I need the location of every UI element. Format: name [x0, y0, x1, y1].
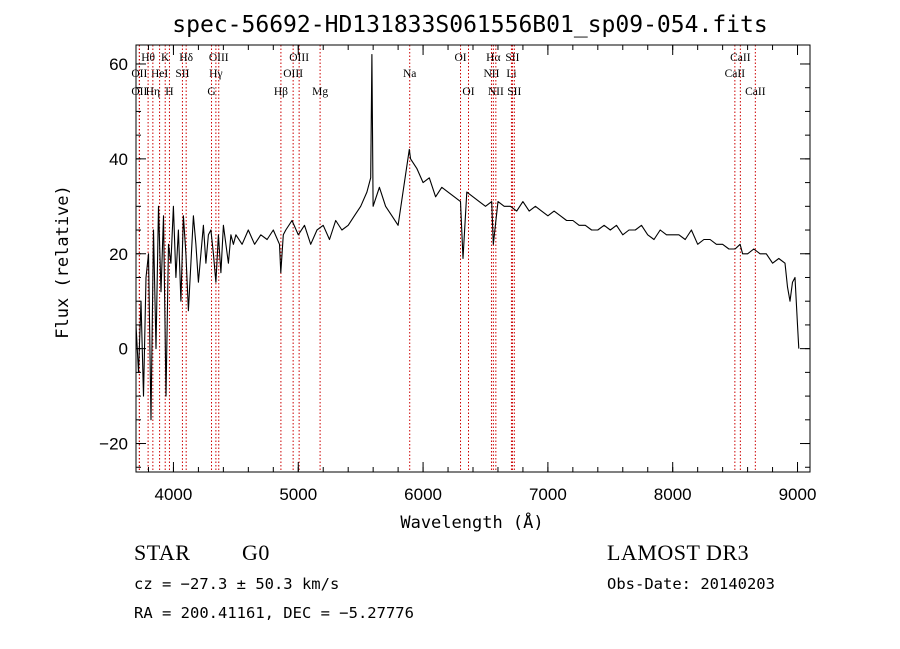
spectral-line-label: Mg	[312, 86, 328, 98]
y-tick-label: 40	[109, 150, 128, 169]
spectral-line-label: CaII	[730, 52, 751, 64]
spectrum-layer	[135, 53, 800, 421]
spectral-line-label: OI	[454, 52, 466, 64]
x-tick-label: 9000	[779, 485, 817, 504]
spectral-line-label: OIII	[283, 68, 303, 80]
y-tick-label: 0	[119, 340, 128, 359]
spectral-line-label: OII	[131, 86, 147, 98]
spectral-line-label: HeI	[151, 68, 168, 80]
y-tick-label: 20	[109, 245, 128, 264]
spectral-line-label: OIII	[289, 52, 309, 64]
spectral-line-label: CaII	[745, 86, 766, 98]
x-tick-label: 6000	[404, 485, 442, 504]
spectral-line-label: H	[165, 86, 173, 98]
spectral-line-label: NII	[488, 86, 504, 98]
x-tick-label: 4000	[155, 485, 193, 504]
spectral-line-label: Hη	[146, 86, 160, 98]
spectrum-chart: spec-56692-HD131833S061556B01_sp09-054.f…	[53, 12, 817, 533]
spectral-line-label: CaII	[725, 68, 746, 80]
spectral-line-label: K	[161, 52, 170, 64]
chart-title: spec-56692-HD131833S061556B01_sp09-054.f…	[172, 12, 767, 38]
y-tick-label: 60	[109, 55, 128, 74]
spectral-line-label: Hγ	[209, 68, 222, 80]
survey-name: LAMOST DR3	[607, 540, 750, 565]
spectral-line-label: SII	[175, 68, 189, 80]
spectral-line-label: OIII	[209, 52, 229, 64]
spectral-line-label: G	[207, 86, 215, 98]
y-axis-label: Flux (relative)	[53, 185, 73, 339]
x-tick-label: 7000	[529, 485, 567, 504]
spectral-line-label: Hθ	[141, 52, 155, 64]
spectral-line-label: SII	[507, 86, 521, 98]
spectral-line-label: Na	[403, 68, 416, 80]
x-axis-label: Wavelength (Å)	[400, 511, 543, 533]
spectral-line-label: Hβ	[274, 86, 288, 98]
axes-layer: 4000 5000 6000 7000 8000 9000 −20 0 20 40 60	[99, 44, 817, 504]
spectral-line-label: Hδ	[179, 52, 193, 64]
plot-frame	[135, 44, 811, 473]
spectral-line-label: OI	[462, 86, 474, 98]
object-subclass: G0	[242, 540, 270, 565]
object-type: STAR	[134, 540, 191, 565]
x-tick-label: 8000	[654, 485, 692, 504]
coordinates: RA = 200.41161, DEC = −5.27776	[134, 604, 414, 622]
y-tick-label: −20	[99, 435, 128, 454]
spectral-line-label: Li	[506, 68, 516, 80]
x-tick-label: 5000	[279, 485, 317, 504]
obs-date: Obs-Date: 20140203	[607, 575, 775, 593]
spectrum-line	[135, 53, 800, 421]
spectral-line-label: Hα	[486, 52, 500, 64]
spectral-line-label: SII	[505, 52, 519, 64]
redshift-readout: cz = −27.3 ± 50.3 km/s	[134, 575, 340, 593]
spectral-line-label: NII	[483, 68, 499, 80]
